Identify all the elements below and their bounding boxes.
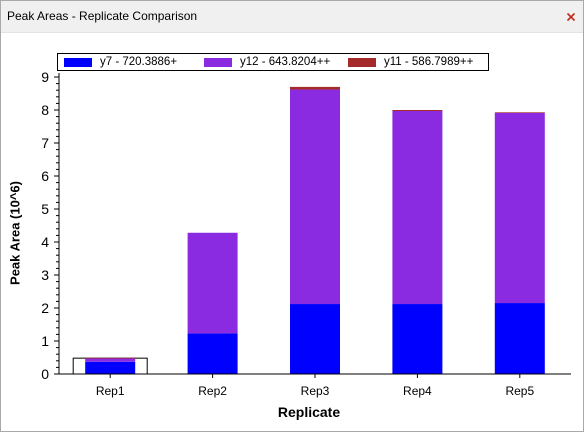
legend-label-y11: y11 - 586.7989++ [384, 56, 474, 68]
x-axis-title: Replicate [277, 404, 341, 420]
y-axis-title: Peak Area (10^6) [5, 153, 25, 313]
bar-rep5-series-3 [494, 112, 545, 113]
legend-swatch-y7 [64, 58, 92, 67]
legend: y7 - 720.3886+ y12 - 643.8204++ y11 - 58… [57, 53, 489, 71]
x-tick-label-rep4: Rep4 [403, 384, 432, 398]
y-tick-label-7: 7 [41, 135, 49, 151]
chart-area: 0 1 2 3 4 5 6 7 8 9 Rep1 Rep2 Rep3 Rep4 Rep5 y7 - 720.… [1, 33, 583, 431]
bar-rep1-series-1 [85, 361, 136, 374]
y-tick-label-4: 4 [41, 234, 49, 250]
x-tick-label-rep1: Rep1 [96, 384, 125, 398]
bar-rep1-series-2 [85, 358, 136, 362]
bar-rep4-series-2 [392, 110, 443, 305]
bar-rep3-series-2 [290, 89, 340, 305]
legend-swatch-y12 [204, 58, 232, 67]
close-x-icon [566, 12, 576, 22]
bar-rep5-series-1 [494, 303, 545, 374]
y-tick-label-1: 1 [41, 333, 49, 349]
y-tick-label-8: 8 [41, 102, 49, 118]
bar-rep2-series-1 [187, 333, 238, 374]
y-tick-label-2: 2 [41, 300, 49, 316]
close-button[interactable] [563, 9, 579, 25]
x-tick-label-rep5: Rep5 [505, 384, 534, 398]
y-tick-label-6: 6 [41, 168, 49, 184]
bar-rep4-series-3 [392, 110, 443, 111]
title-bar[interactable]: Peak Areas - Replicate Comparison [1, 1, 583, 33]
y-axis-title-text: Peak Area (10^6) [7, 181, 23, 285]
bar-rep1-series-3 [85, 357, 136, 359]
x-tick-label-rep2: Rep2 [198, 384, 227, 398]
legend-label-y7: y7 - 720.3886+ [100, 56, 178, 68]
y-tick-label-3: 3 [41, 267, 49, 283]
bar-rep2-series-2 [187, 232, 238, 334]
x-tick-label-rep3: Rep3 [301, 384, 330, 398]
bar-chart: 0 1 2 3 4 5 6 7 8 9 Rep1 Rep2 Rep3 Rep4 Rep5 [41, 69, 571, 398]
legend-label-y12: y12 - 643.8204++ [240, 56, 331, 68]
legend-swatch-y11 [348, 58, 376, 67]
bar-rep5-series-2 [494, 112, 545, 304]
bar-rep4-series-1 [392, 304, 443, 374]
bar-rep3-series-1 [290, 304, 340, 374]
y-tick-label-5: 5 [41, 201, 49, 217]
bar-rep3-series-3 [290, 86, 340, 90]
window-title: Peak Areas - Replicate Comparison [7, 9, 198, 23]
y-tick-label-0: 0 [41, 366, 49, 382]
y-tick-label-9: 9 [41, 69, 49, 85]
